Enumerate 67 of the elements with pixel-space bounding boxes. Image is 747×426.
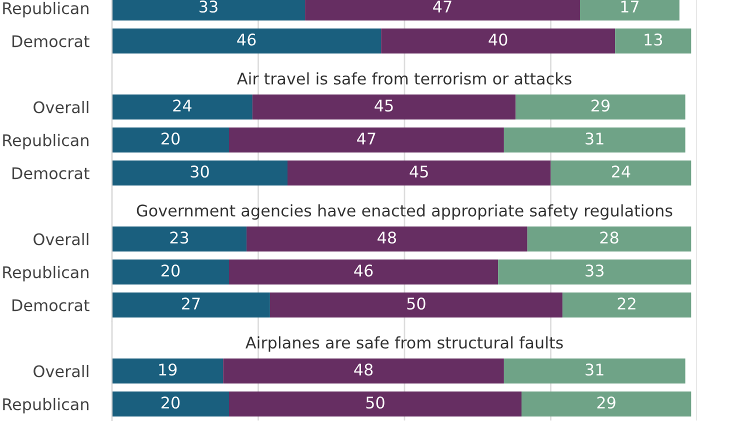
data-label: 20 <box>162 132 180 145</box>
data-label: 20 <box>162 264 180 277</box>
y-tick-label: Overall <box>34 232 88 246</box>
bar <box>229 260 498 284</box>
data-label: 33 <box>586 264 604 277</box>
data-label: 17 <box>621 0 639 12</box>
y-tick-label: Overall <box>34 364 88 378</box>
bar <box>550 160 692 186</box>
text: Government agencies have enacted appropriate safety regulations <box>136 204 672 220</box>
data-label: 31 <box>586 364 604 376</box>
bar <box>229 128 504 152</box>
y-tick-label: Republican <box>3 398 88 414</box>
bar <box>112 358 224 384</box>
data-label: 48 <box>378 232 396 244</box>
bar <box>223 358 504 384</box>
y-tick-label: Democrat <box>12 167 90 180</box>
data-label: 45 <box>410 166 428 178</box>
bar <box>112 94 252 120</box>
bar <box>562 292 692 318</box>
y-tick-label: Republican <box>3 134 88 150</box>
data-label: 47 <box>433 0 452 12</box>
data-label: 24 <box>173 100 192 112</box>
data-label: 13 <box>644 34 662 46</box>
bar <box>504 128 686 152</box>
y-tick-label: Overall <box>34 100 88 114</box>
data-label: 50 <box>366 396 384 409</box>
y-tick-label: Republican <box>3 2 88 18</box>
data-label: 40 <box>488 34 508 46</box>
data-label: 46 <box>354 264 373 277</box>
y-tick-label: Republican <box>3 266 88 282</box>
bar <box>246 226 528 252</box>
text: Airplanes are safe from structural faults <box>245 336 563 352</box>
bar <box>527 226 692 252</box>
data-label: 19 <box>159 364 177 376</box>
bar <box>516 94 686 120</box>
bar <box>522 392 692 416</box>
data-label: 48 <box>354 364 373 376</box>
text: Air travel is safe from terrorism or attacks <box>236 72 572 85</box>
data-label: 30 <box>190 166 209 178</box>
bar <box>112 128 229 152</box>
data-label: 29 <box>591 100 610 112</box>
data-label: 33 <box>200 0 218 13</box>
bar <box>270 292 562 318</box>
bar <box>112 392 229 416</box>
bar <box>229 392 522 416</box>
bar <box>112 260 229 284</box>
bar <box>252 94 516 120</box>
data-label: 22 <box>618 298 636 310</box>
data-label: 27 <box>182 298 200 310</box>
data-label: 31 <box>586 132 604 145</box>
bar <box>112 292 270 318</box>
data-label: 23 <box>170 232 188 244</box>
bar <box>504 358 686 384</box>
y-tick-label: Democrat <box>12 299 90 312</box>
data-label: 50 <box>407 298 426 310</box>
bar <box>112 160 288 186</box>
data-label: 20 <box>162 396 180 409</box>
bar <box>112 226 247 252</box>
data-label: 47 <box>357 132 376 144</box>
y-tick-label: Democrat <box>12 35 90 48</box>
data-label: 46 <box>237 34 256 46</box>
data-label: 29 <box>597 396 616 409</box>
data-label: 45 <box>374 100 393 112</box>
data-label: 24 <box>612 166 630 178</box>
bar <box>498 260 692 284</box>
bar <box>288 160 551 186</box>
data-label: 28 <box>600 232 618 244</box>
